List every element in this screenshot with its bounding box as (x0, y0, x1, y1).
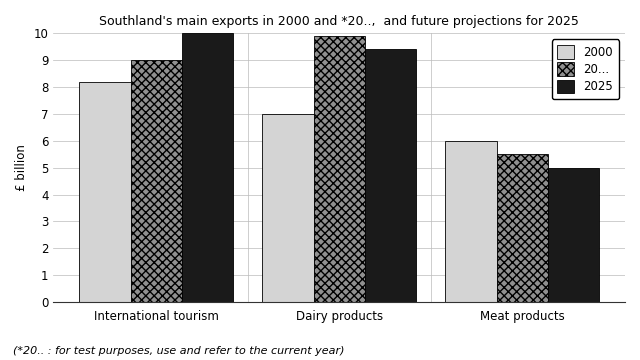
Bar (365, 49, 416, 302)
Bar (262, 114, 314, 302)
Bar (79, 82, 131, 302)
Title: Southland's main exports in 2000 and *20..,  and future projections for 2025: Southland's main exports in 2000 and *20… (99, 15, 579, 28)
Bar (131, 60, 182, 302)
Bar (314, 36, 365, 302)
Text: (*20.. : for test purposes, use and refer to the current year): (*20.. : for test purposes, use and refe… (13, 346, 344, 356)
Bar (548, 168, 599, 302)
Legend: 2000, 20..., 2025: 2000, 20..., 2025 (552, 39, 619, 99)
Bar (182, 33, 233, 302)
Bar (497, 154, 548, 302)
Y-axis label: £ billion: £ billion (15, 144, 28, 191)
Bar (445, 141, 497, 302)
